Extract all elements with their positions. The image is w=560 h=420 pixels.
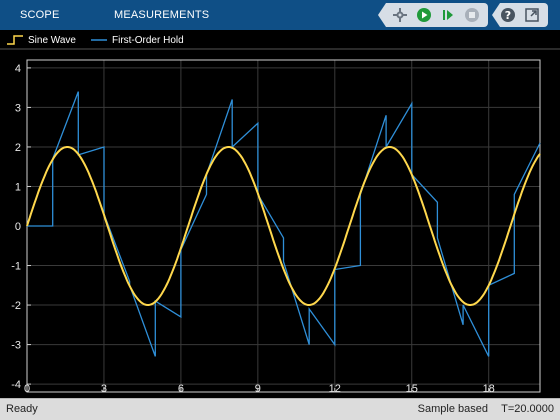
x-tick-label: 0 — [24, 383, 30, 395]
legend-label-first-order-hold: First-Order Hold — [111, 34, 184, 46]
x-tick-label: 15 — [406, 383, 418, 395]
y-tick-label: -4 — [11, 379, 21, 391]
grid-lines — [26, 60, 540, 392]
status-bar: Ready Sample based T=20.0000 — [0, 398, 560, 420]
stop-icon — [465, 8, 479, 22]
help-icon: ? — [501, 8, 515, 22]
x-tick-label: 6 — [178, 383, 184, 395]
y-tick-label: 4 — [15, 63, 21, 75]
help-button[interactable]: ? — [498, 5, 518, 25]
y-tick-label: 2 — [15, 142, 21, 154]
toolbar-controls: ? — [374, 3, 548, 27]
stop-button[interactable] — [462, 5, 482, 25]
sampling-mode: Sample based — [417, 403, 488, 415]
simulation-controls — [378, 3, 488, 27]
signal-config-icon — [393, 8, 407, 22]
tab-measurements[interactable]: MEASUREMENTS — [114, 9, 210, 21]
x-tick-label: 12 — [329, 383, 341, 395]
y-tick-label: 3 — [15, 102, 21, 114]
legend-label-sine-wave: Sine Wave — [28, 34, 76, 46]
legend-first-order-hold-icon — [90, 39, 107, 41]
simulation-time: T=20.0000 — [501, 403, 554, 415]
undock-button[interactable] — [522, 5, 542, 25]
legend[interactable]: Sine Wave First-Order Hold — [6, 32, 198, 48]
signal-config-button[interactable] — [390, 5, 410, 25]
run-icon — [417, 8, 431, 22]
y-tick-label: -2 — [11, 300, 21, 312]
y-tick-label: 0 — [15, 221, 21, 233]
undock-icon — [525, 8, 539, 22]
step-forward-button[interactable] — [438, 5, 458, 25]
legend-item-sine-wave[interactable]: Sine Wave — [6, 34, 76, 46]
status-text: Ready — [6, 403, 38, 415]
x-tick-label: 9 — [255, 383, 261, 395]
tab-scope[interactable]: SCOPE — [20, 9, 60, 21]
y-tick-label: -1 — [11, 261, 21, 273]
svg-text:?: ? — [505, 9, 511, 22]
plot-area[interactable]: Sine Wave First-Order Hold 0 3 6 9 12 15 18 -4-… — [0, 30, 560, 398]
x-tick-label: 18 — [483, 383, 495, 395]
legend-item-first-order-hold[interactable]: First-Order Hold — [90, 34, 184, 46]
help-controls: ? — [492, 3, 548, 27]
x-tick-label: 3 — [101, 383, 107, 395]
series-lines — [26, 91, 541, 357]
y-tick-label: -3 — [11, 340, 21, 352]
run-button[interactable] — [414, 5, 434, 25]
toolstrip: SCOPE MEASUREMENTS — [0, 0, 560, 31]
legend-sine-wave-icon — [7, 35, 23, 45]
y-tick-label: 1 — [15, 181, 21, 193]
step-forward-icon — [443, 10, 453, 20]
series-sine-wave — [26, 146, 541, 306]
